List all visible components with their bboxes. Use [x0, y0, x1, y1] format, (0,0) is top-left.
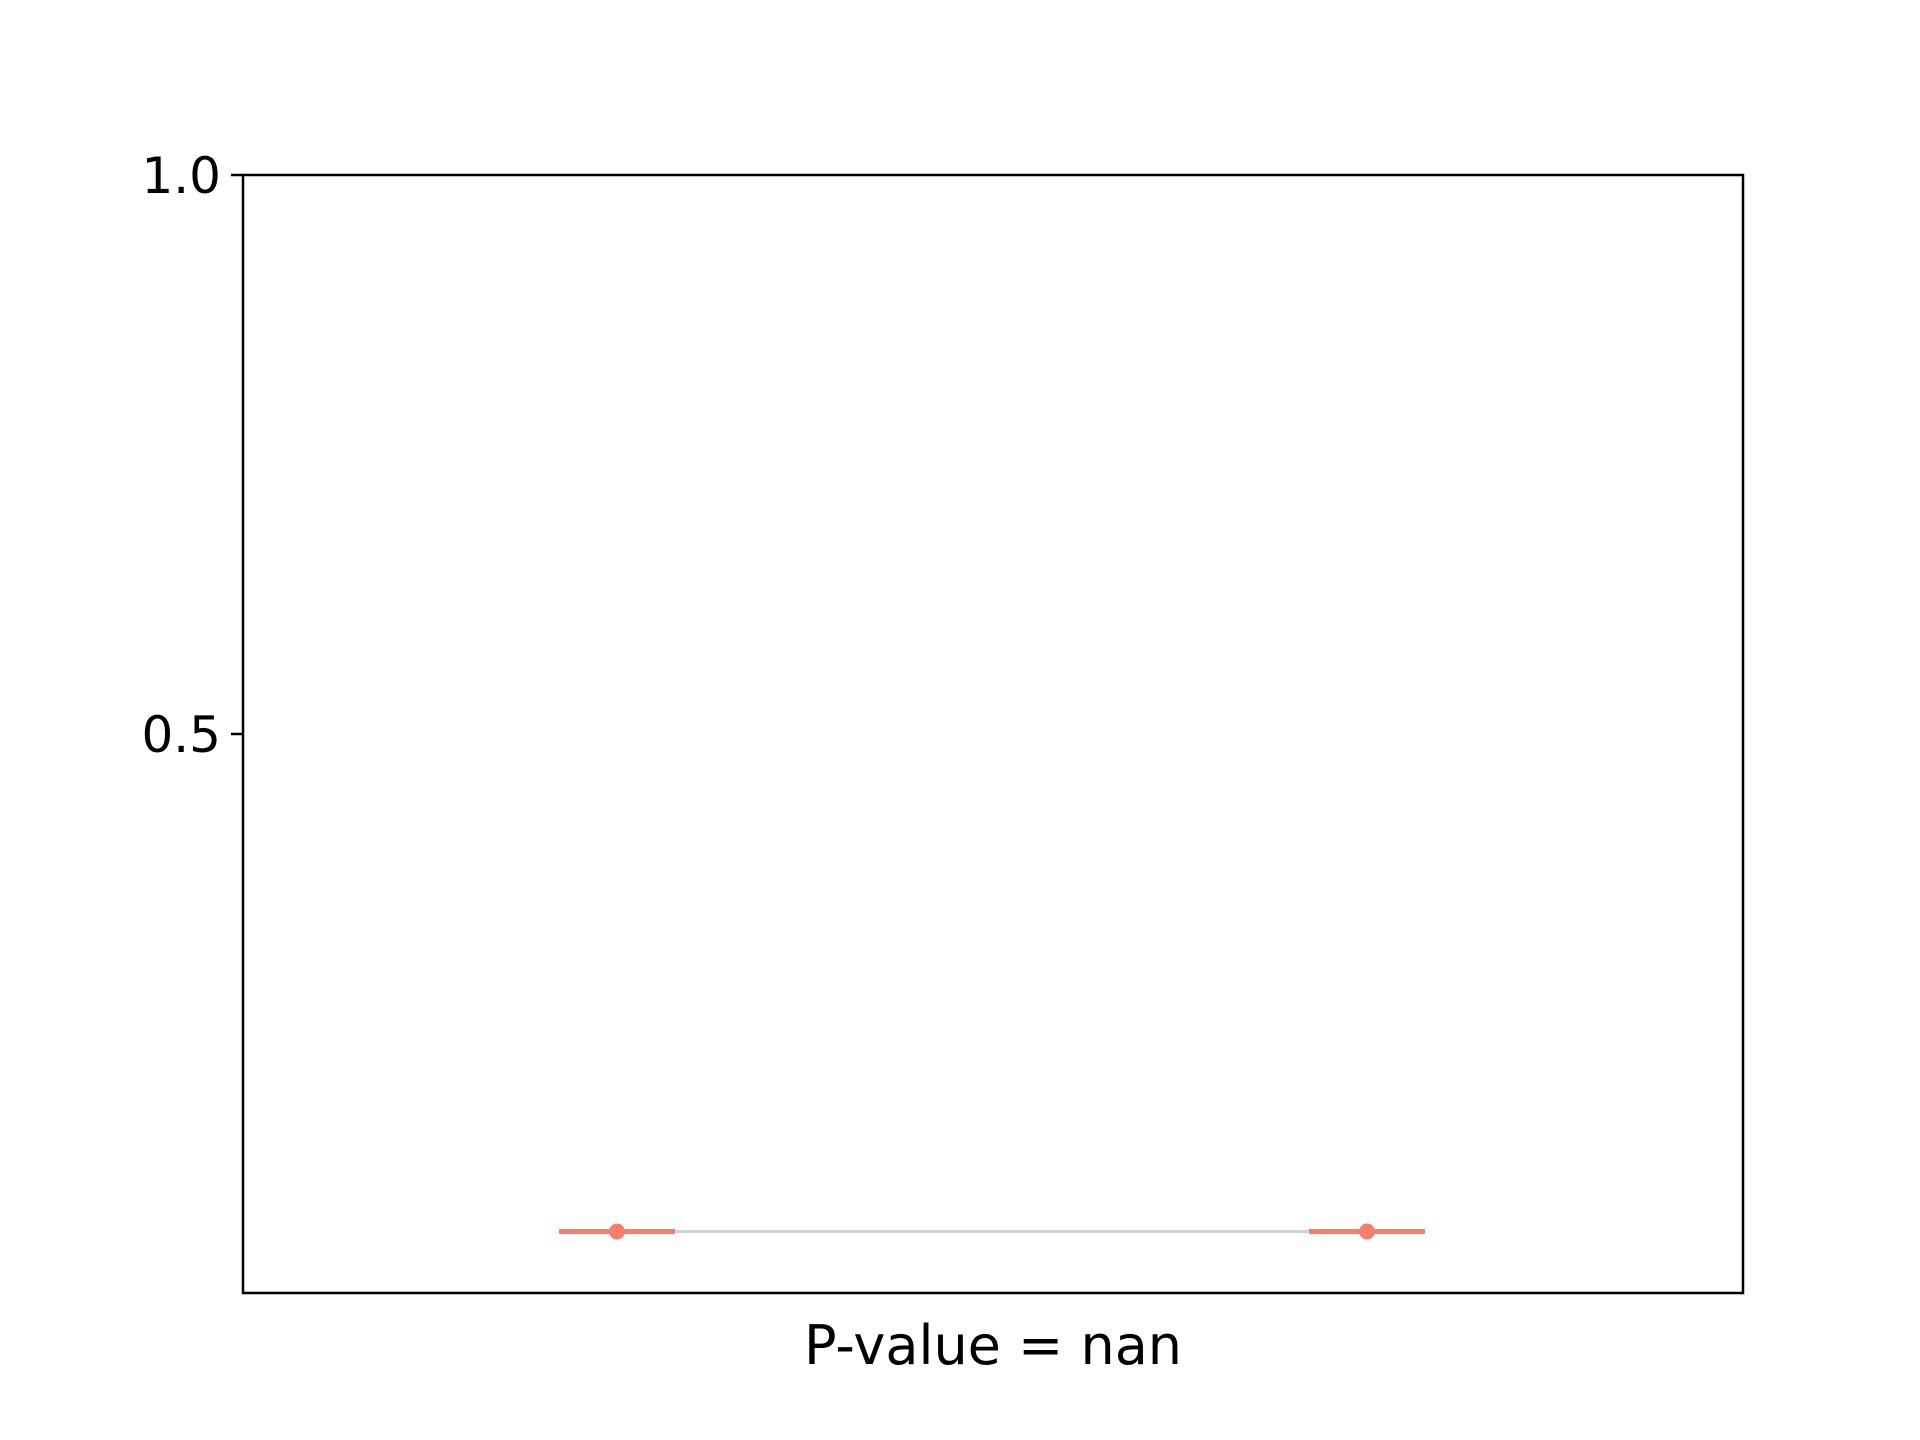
x-axis-label: P-value = nan	[804, 1314, 1182, 1377]
plot-area	[559, 1223, 1425, 1240]
y-tick-label: 1.0	[141, 147, 221, 205]
y-tick-label: 0.5	[141, 706, 221, 764]
data-point	[1359, 1223, 1375, 1240]
data-point	[609, 1223, 625, 1240]
axes-frame	[241, 173, 1745, 1295]
y-axis: 1.0 0.5	[141, 147, 243, 764]
